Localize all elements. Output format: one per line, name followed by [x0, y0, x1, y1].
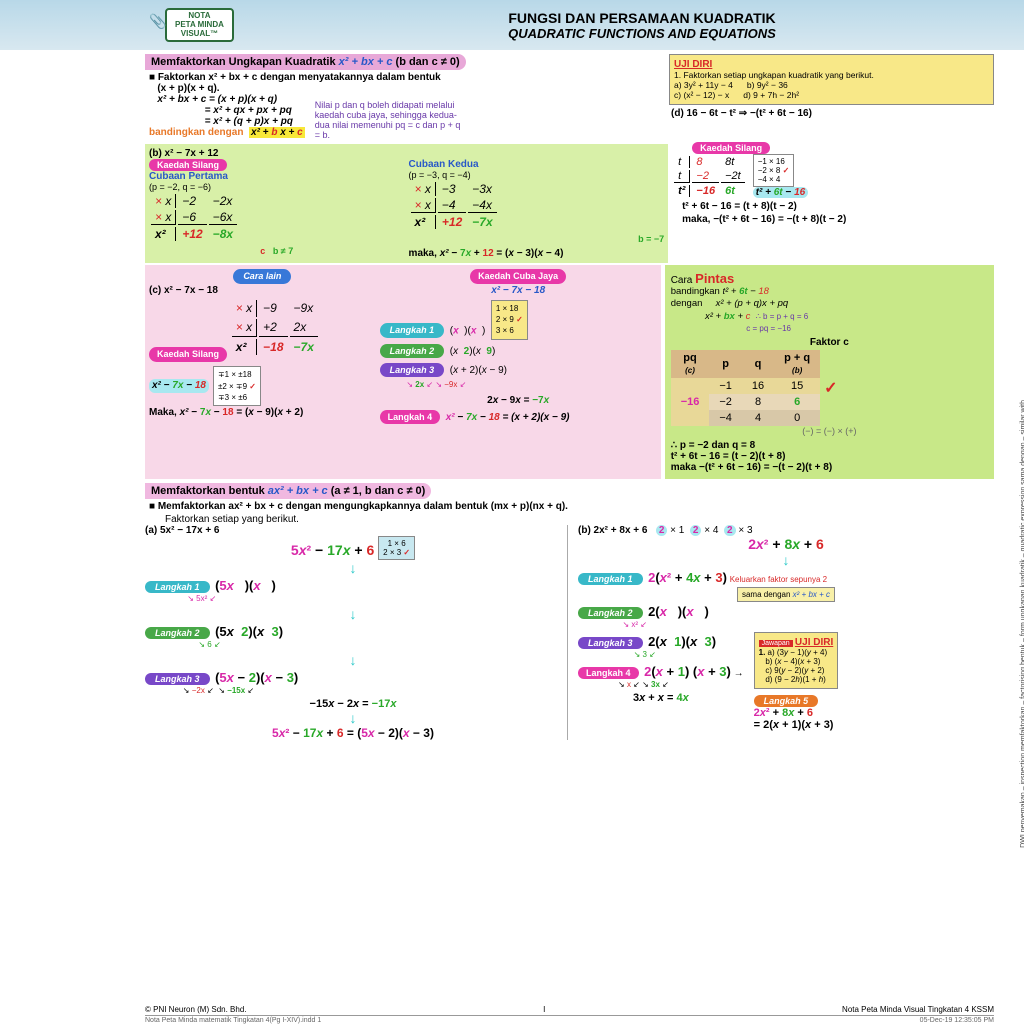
factor-table: pq(c)pqp + q(b) −16−11615 −286 −440: [671, 350, 820, 426]
footer-meta: Nota Peta Minda matematik Tingkatan 4(Pg…: [145, 1015, 994, 1024]
nota-badge: NOTAPETA MINDAVISUAL™: [165, 8, 234, 42]
hint-box-d: −1 × 16−2 × 8 ✓−4 × 4: [753, 154, 795, 187]
uji-diri-2: Jawapan UJI DIRI 1. a) (3y − 1)(y + 4) b…: [754, 632, 839, 689]
section1-head: Memfaktorkan Ungkapan Kuadratik x² + bx …: [145, 54, 466, 70]
uji-diri-1: UJI DIRI 1. Faktorkan setiap ungkapan ku…: [669, 54, 994, 105]
section2-head: Memfaktorkan bentuk ax² + bx + c (a ≠ 1,…: [145, 483, 431, 499]
glossary-vertical: DWI penyemakan – inspection memfaktorkan…: [1020, 400, 1024, 848]
title-main: FUNGSI DAN PERSAMAAN KUADRATIK: [340, 10, 944, 26]
footer: © PNI Neuron (M) Sdn. Bhd.INota Peta Min…: [145, 1005, 994, 1014]
title-sub: QUADRATIC FUNCTIONS AND EQUATIONS: [340, 26, 944, 41]
